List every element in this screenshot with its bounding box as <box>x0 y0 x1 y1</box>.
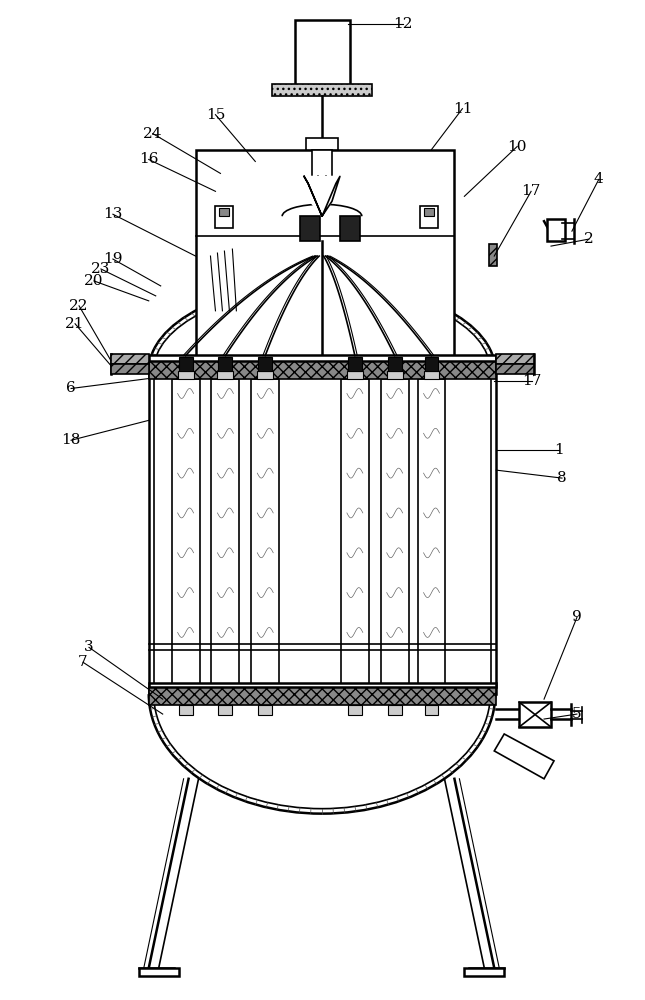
Bar <box>217 371 233 379</box>
Bar <box>149 687 496 705</box>
Bar <box>490 244 497 266</box>
Bar <box>300 216 320 241</box>
Text: 4: 4 <box>594 172 604 186</box>
Text: 17: 17 <box>521 184 541 198</box>
Bar <box>258 705 272 715</box>
Bar <box>219 357 232 371</box>
Bar <box>417 379 446 687</box>
Bar <box>258 357 272 371</box>
Text: 17: 17 <box>522 374 542 388</box>
Bar <box>272 84 372 96</box>
Bar <box>496 354 534 364</box>
Bar <box>388 705 402 715</box>
Bar <box>111 364 149 374</box>
Text: 21: 21 <box>65 317 85 331</box>
Text: 1: 1 <box>554 443 564 457</box>
Bar <box>312 150 332 179</box>
Bar <box>257 371 273 379</box>
Bar <box>111 354 149 364</box>
Text: 18: 18 <box>61 433 81 447</box>
Bar <box>179 705 193 715</box>
Text: 6: 6 <box>66 381 76 395</box>
Bar <box>424 357 439 371</box>
Text: 16: 16 <box>139 152 159 166</box>
Bar <box>348 705 362 715</box>
Text: 9: 9 <box>572 610 582 624</box>
Bar <box>306 138 338 150</box>
Polygon shape <box>494 734 554 779</box>
Bar <box>139 968 179 976</box>
Bar <box>424 705 439 715</box>
Bar <box>496 364 534 374</box>
Bar <box>179 357 193 371</box>
Bar <box>172 379 199 687</box>
Bar <box>464 968 504 976</box>
Bar <box>420 206 437 228</box>
Bar <box>340 216 360 241</box>
Bar <box>149 361 496 379</box>
Bar <box>149 683 496 687</box>
Text: 7: 7 <box>78 655 88 669</box>
Text: 10: 10 <box>508 140 527 154</box>
Text: 22: 22 <box>69 299 89 313</box>
Text: 20: 20 <box>84 274 104 288</box>
Text: 11: 11 <box>453 102 472 116</box>
Bar <box>387 371 402 379</box>
Bar <box>547 219 565 241</box>
Bar <box>295 20 350 88</box>
Bar <box>219 208 230 216</box>
Bar <box>212 379 239 687</box>
Bar <box>215 206 233 228</box>
Bar <box>388 357 402 371</box>
Bar <box>149 355 496 361</box>
Bar <box>347 371 363 379</box>
Polygon shape <box>304 176 340 216</box>
Bar <box>219 705 232 715</box>
Bar <box>252 379 279 687</box>
Text: 24: 24 <box>143 127 163 141</box>
Text: 15: 15 <box>206 108 225 122</box>
Bar <box>424 208 433 216</box>
Bar <box>348 357 362 371</box>
Text: 13: 13 <box>103 207 123 221</box>
Text: 5: 5 <box>572 707 582 721</box>
Text: 8: 8 <box>557 471 567 485</box>
Text: 2: 2 <box>584 232 594 246</box>
Text: 23: 23 <box>92 262 111 276</box>
Bar <box>381 379 409 687</box>
Text: 3: 3 <box>84 640 94 654</box>
Text: 12: 12 <box>393 17 412 31</box>
Bar <box>195 150 455 366</box>
Bar <box>519 702 551 727</box>
Bar <box>424 371 439 379</box>
Text: 19: 19 <box>103 252 123 266</box>
Bar <box>177 371 194 379</box>
Bar <box>341 379 369 687</box>
